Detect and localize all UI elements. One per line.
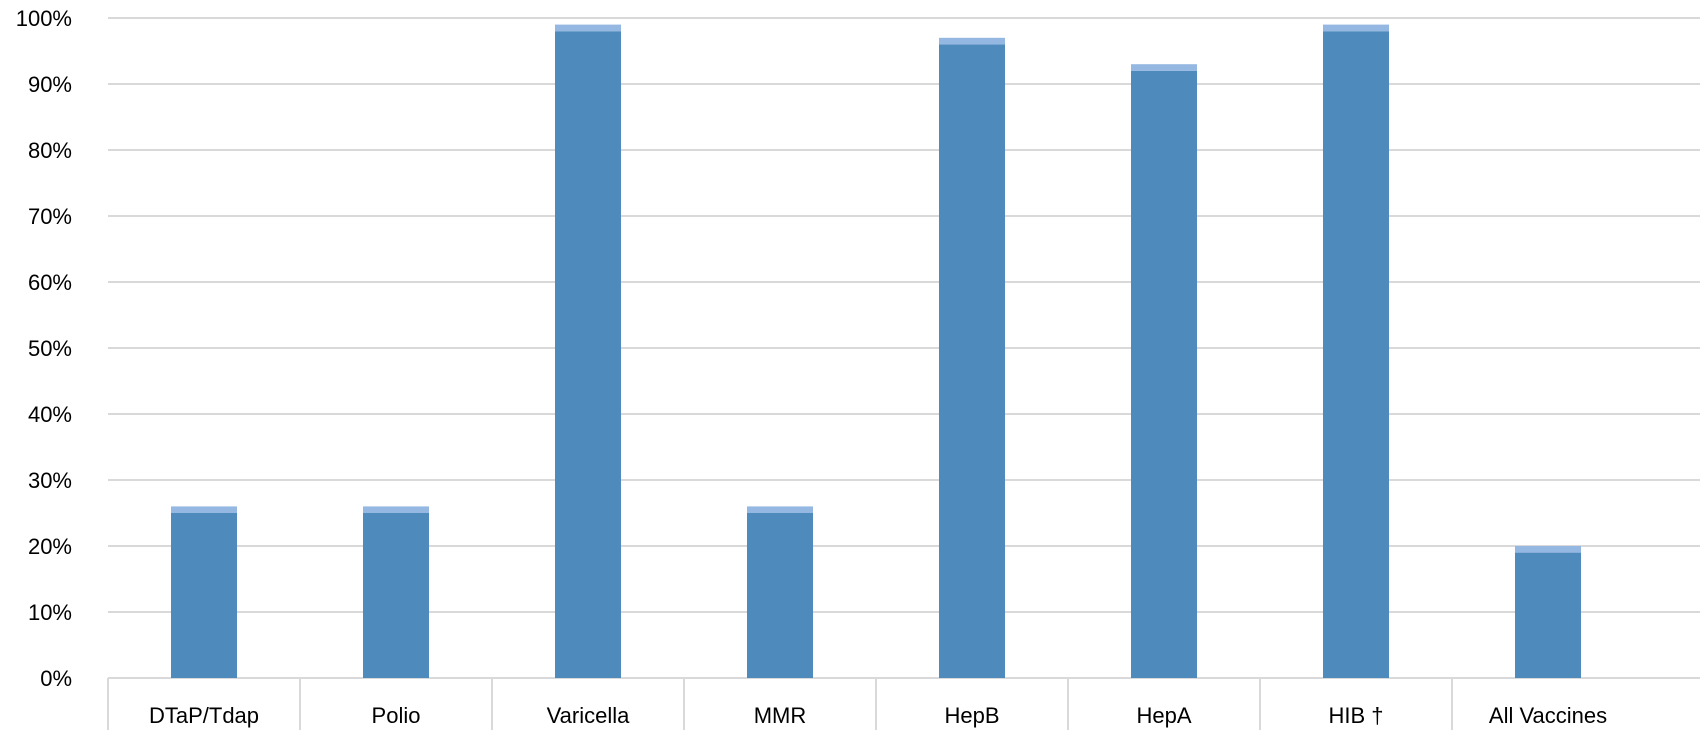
bar-segment-1: [1515, 552, 1581, 678]
y-tick-label: 90%: [28, 72, 72, 97]
y-tick-label: 60%: [28, 270, 72, 295]
bar-segment-1: [747, 513, 813, 678]
bar-segment-2: [1323, 24, 1389, 32]
y-axis-tick-labels: 0% 10% 20% 30% 40% 50% 60% 70% 80% 90% 100%: [16, 6, 72, 691]
x-category-label: Polio: [372, 703, 421, 728]
bar-segment-1: [555, 31, 621, 678]
gridlines: [108, 17, 1700, 679]
y-tick-label: 70%: [28, 204, 72, 229]
bar-segment-1: [363, 513, 429, 678]
x-category-label: HIB †: [1328, 703, 1383, 728]
bar-segment-2: [171, 506, 237, 513]
bar-segment-2: [939, 37, 1005, 45]
x-category-label: HepA: [1136, 703, 1191, 728]
y-tick-label: 80%: [28, 138, 72, 163]
x-category-label: HepB: [944, 703, 999, 728]
x-category-label: DTaP/Tdap: [149, 703, 259, 728]
bars: [171, 24, 1581, 679]
x-category-label: Varicella: [547, 703, 631, 728]
bar-segment-2: [555, 24, 621, 32]
x-category-label: MMR: [754, 703, 807, 728]
x-axis: DTaP/Tdap Polio Varicella MMR HepB HepA HIB † A…: [107, 678, 1607, 730]
bar-segment-2: [1131, 64, 1197, 71]
bar-segment-1: [171, 513, 237, 678]
y-tick-label: 40%: [28, 402, 72, 427]
bar-segment-2: [747, 506, 813, 513]
bar-segment-1: [1323, 31, 1389, 678]
bar-segment-1: [1131, 70, 1197, 679]
y-tick-label: 10%: [28, 600, 72, 625]
x-category-label: All Vaccines: [1489, 703, 1607, 728]
y-tick-label: 50%: [28, 336, 72, 361]
y-tick-label: 100%: [16, 6, 72, 31]
bar-segment-2: [1515, 546, 1581, 553]
y-tick-label: 30%: [28, 468, 72, 493]
bar-segment-1: [939, 44, 1005, 678]
y-tick-label: 0%: [40, 666, 72, 691]
bar-segment-2: [363, 506, 429, 513]
y-tick-label: 20%: [28, 534, 72, 559]
